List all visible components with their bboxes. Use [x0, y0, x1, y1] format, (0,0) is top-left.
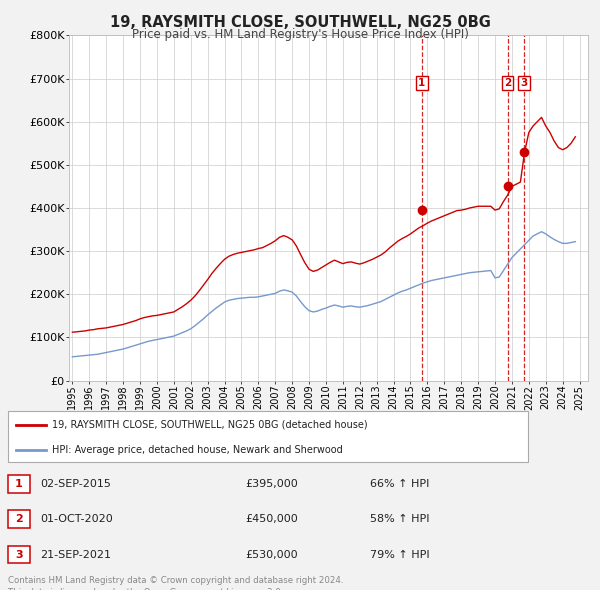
Bar — [8, 510, 30, 528]
Text: 19, RAYSMITH CLOSE, SOUTHWELL, NG25 0BG (detached house): 19, RAYSMITH CLOSE, SOUTHWELL, NG25 0BG … — [52, 420, 368, 430]
Text: 21-SEP-2021: 21-SEP-2021 — [40, 550, 111, 559]
Text: HPI: Average price, detached house, Newark and Sherwood: HPI: Average price, detached house, Newa… — [52, 445, 343, 455]
Text: 3: 3 — [520, 78, 528, 88]
Bar — [8, 546, 30, 563]
Text: 1: 1 — [418, 78, 425, 88]
Text: 66% ↑ HPI: 66% ↑ HPI — [370, 479, 430, 489]
Text: Price paid vs. HM Land Registry's House Price Index (HPI): Price paid vs. HM Land Registry's House … — [131, 28, 469, 41]
Text: 02-SEP-2015: 02-SEP-2015 — [40, 479, 111, 489]
Text: 2: 2 — [504, 78, 511, 88]
Text: 79% ↑ HPI: 79% ↑ HPI — [370, 550, 430, 559]
Text: Contains HM Land Registry data © Crown copyright and database right 2024.
This d: Contains HM Land Registry data © Crown c… — [8, 576, 343, 590]
Text: 58% ↑ HPI: 58% ↑ HPI — [370, 514, 430, 524]
Text: 1: 1 — [15, 479, 23, 489]
Text: £530,000: £530,000 — [245, 550, 298, 559]
Text: 2: 2 — [15, 514, 23, 524]
Text: 01-OCT-2020: 01-OCT-2020 — [40, 514, 113, 524]
Text: 3: 3 — [15, 550, 23, 559]
Text: £450,000: £450,000 — [245, 514, 298, 524]
Text: 19, RAYSMITH CLOSE, SOUTHWELL, NG25 0BG: 19, RAYSMITH CLOSE, SOUTHWELL, NG25 0BG — [110, 15, 490, 30]
Bar — [8, 411, 528, 462]
Bar — [8, 475, 30, 493]
Text: £395,000: £395,000 — [245, 479, 298, 489]
